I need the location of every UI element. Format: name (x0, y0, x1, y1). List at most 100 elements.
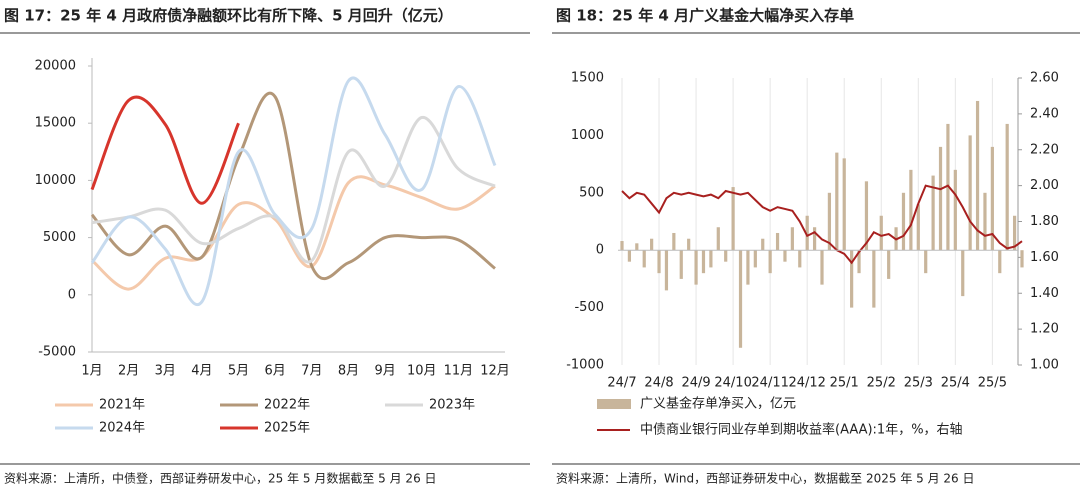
bar (664, 250, 669, 291)
bar (990, 146, 994, 251)
bar (961, 250, 965, 297)
x-tick-label: 25/3 (904, 376, 933, 391)
x-tick-label: 24/9 (681, 376, 710, 391)
bar (812, 227, 817, 251)
legend-label: 2021年 (99, 398, 145, 413)
y2-tick-label: 1.00 (1030, 358, 1059, 373)
bar (835, 152, 839, 251)
bar (790, 227, 794, 251)
bar (820, 250, 824, 285)
y2-tick-label: 1.60 (1030, 250, 1059, 265)
bar (998, 250, 1002, 274)
x-tick-label: 24/11 (751, 376, 788, 391)
x-tick-label: 25/5 (978, 376, 1007, 391)
source: 资料来源：上清所，Wind，西部证券研发中心，数据截至 2025 年 5 月 2… (556, 471, 975, 486)
y-tick-label: 10000 (35, 173, 76, 188)
y2-tick-label: 1.20 (1030, 322, 1059, 337)
bar (879, 215, 883, 251)
x-tick-label: 24/7 (607, 376, 636, 391)
x-tick-label: 8月 (338, 364, 359, 379)
legend-swatch (597, 399, 631, 409)
line (91, 115, 496, 264)
bar (909, 169, 913, 251)
bar (798, 250, 802, 268)
bar (753, 250, 757, 268)
y-tick-label: 0 (68, 287, 76, 302)
bar (746, 250, 750, 285)
x-tick-label: 11月 (444, 364, 474, 379)
y-tick-label: -5000 (38, 345, 76, 360)
bar (968, 135, 972, 251)
bar (672, 232, 676, 251)
x-tick-label: 25/2 (867, 376, 896, 391)
bar (805, 215, 809, 251)
bar (983, 192, 987, 251)
bar (953, 169, 957, 251)
bar (701, 250, 706, 274)
bar (924, 250, 928, 274)
bar (1020, 250, 1024, 268)
bar (938, 146, 943, 251)
bar (768, 250, 772, 274)
line (90, 76, 497, 307)
y-tick-label: -1000 (566, 358, 604, 373)
y-tick-label: 5000 (43, 230, 76, 245)
bar (872, 250, 876, 308)
bar (1012, 215, 1017, 251)
bar (783, 250, 787, 262)
line (621, 184, 1023, 265)
x-tick-label: 4月 (191, 364, 212, 379)
bar (916, 204, 920, 251)
y-tick-label: 20000 (35, 59, 76, 74)
line (90, 95, 240, 205)
x-tick-label: 24/12 (788, 376, 825, 391)
bar (931, 175, 935, 251)
bar (850, 250, 854, 308)
bar (620, 241, 624, 251)
bar (716, 227, 720, 251)
y2-tick-label: 2.40 (1030, 106, 1059, 121)
bar (842, 158, 846, 251)
x-tick-label: 3月 (155, 364, 176, 379)
chart-title: 图 17：25 年 4 月政府债净融额环比有所下降、5 月回升（亿元） (4, 7, 453, 25)
bar (864, 181, 869, 251)
bar (975, 100, 980, 251)
y-tick-label: 0 (596, 243, 604, 258)
x-tick-label: 25/1 (830, 376, 859, 391)
bar (642, 250, 646, 268)
bar (775, 232, 780, 251)
legend-label: 中债商业银行同业存单到期收益率(AAA):1年，%，右轴 (640, 422, 963, 438)
x-tick-label: 24/8 (644, 376, 673, 391)
legend-label: 广义基金存单净买入，亿元 (640, 396, 796, 412)
x-tick-label: 10月 (407, 364, 437, 379)
y2-tick-label: 2.00 (1030, 178, 1059, 193)
bar (724, 250, 728, 262)
line (90, 175, 496, 291)
x-tick-label: 6月 (265, 364, 286, 379)
bar (1005, 123, 1009, 251)
y2-tick-label: 2.60 (1030, 71, 1059, 86)
x-tick-label: 12月 (480, 364, 510, 379)
bar (657, 250, 661, 274)
bar (627, 250, 632, 262)
legend-label: 2024年 (99, 421, 145, 436)
legend-label: 2025年 (264, 421, 310, 436)
x-tick-label: 24/10 (714, 376, 751, 391)
y-tick-label: 15000 (35, 116, 76, 131)
x-tick-label: 1月 (81, 364, 102, 379)
bar (694, 250, 698, 285)
bar (709, 250, 713, 268)
bar (827, 192, 832, 251)
x-tick-label: 2月 (118, 364, 139, 379)
legend-label: 2022年 (264, 398, 310, 413)
y-tick-label: 1500 (571, 71, 604, 86)
x-tick-label: 25/4 (941, 376, 970, 391)
bar (650, 238, 654, 251)
bar (887, 250, 891, 279)
line (90, 91, 496, 281)
y-tick-label: 1000 (571, 128, 604, 143)
bar (738, 250, 743, 348)
bar (679, 250, 683, 279)
bar (731, 187, 735, 251)
